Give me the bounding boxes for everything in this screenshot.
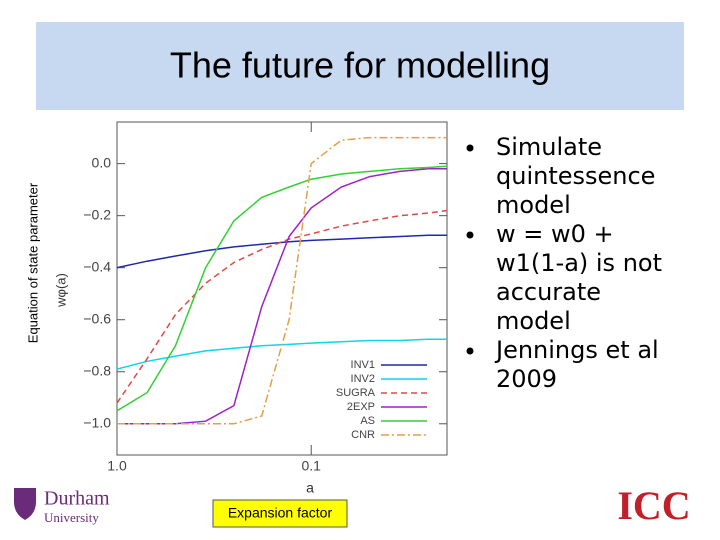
y-tick-label: −0.8 [83, 362, 111, 378]
bullet-text: 2009 [496, 365, 557, 393]
y-tick-label: −0.4 [83, 258, 111, 274]
bullet-text: Jennings et al [494, 336, 659, 364]
bullet-text: model [496, 307, 571, 335]
y-tick-label: −1.0 [83, 414, 111, 430]
bullet-text: model [496, 191, 571, 219]
series-line [116, 209, 448, 404]
title-box [36, 22, 684, 110]
x-tick-label: 0.1 [302, 458, 322, 474]
bullet-text: accurate [496, 278, 601, 306]
bullet-text: quintessence [496, 162, 655, 190]
logo-left: Durham University [14, 488, 110, 525]
y-tick-label: −0.6 [83, 310, 111, 326]
x-tick-label: 1.0 [107, 458, 127, 474]
legend-label: INV2 [351, 373, 375, 385]
logo-right: ICC [617, 483, 690, 528]
logo-left-line: Durham [44, 488, 110, 510]
y-tick-label: 0.0 [92, 154, 112, 170]
overlay-x-box [212, 499, 348, 528]
bullet-text: Simulate [496, 133, 602, 161]
x-axis-label: a [306, 480, 314, 496]
overlay-y-label: Equation of state parameter [25, 182, 40, 343]
slide-title: The future for modelling [170, 45, 550, 86]
bullet-dot [466, 347, 474, 355]
series-line [117, 136, 447, 425]
series-line [117, 168, 447, 425]
bullet-text: w = w0 + [496, 220, 614, 248]
series-line [116, 165, 448, 412]
legend-label: CNR [351, 429, 375, 441]
plot-frame [116, 121, 448, 456]
bullet-dot [466, 144, 474, 152]
y-axis-label: wφ(a) [53, 273, 68, 308]
legend-label: 2EXP [347, 401, 375, 413]
series-line [116, 338, 447, 370]
series-line [116, 234, 447, 269]
legend-label: SUGRA [336, 387, 376, 399]
overlay-x-label: Expansion factor [228, 505, 333, 521]
legend-label: AS [360, 415, 375, 427]
logo-left-line: University [44, 510, 99, 525]
bullet-text: w1(1-a) is not [496, 249, 662, 277]
y-tick-label: −0.2 [83, 206, 111, 222]
bullet-dot [466, 231, 474, 239]
legend-label: INV1 [351, 359, 375, 371]
